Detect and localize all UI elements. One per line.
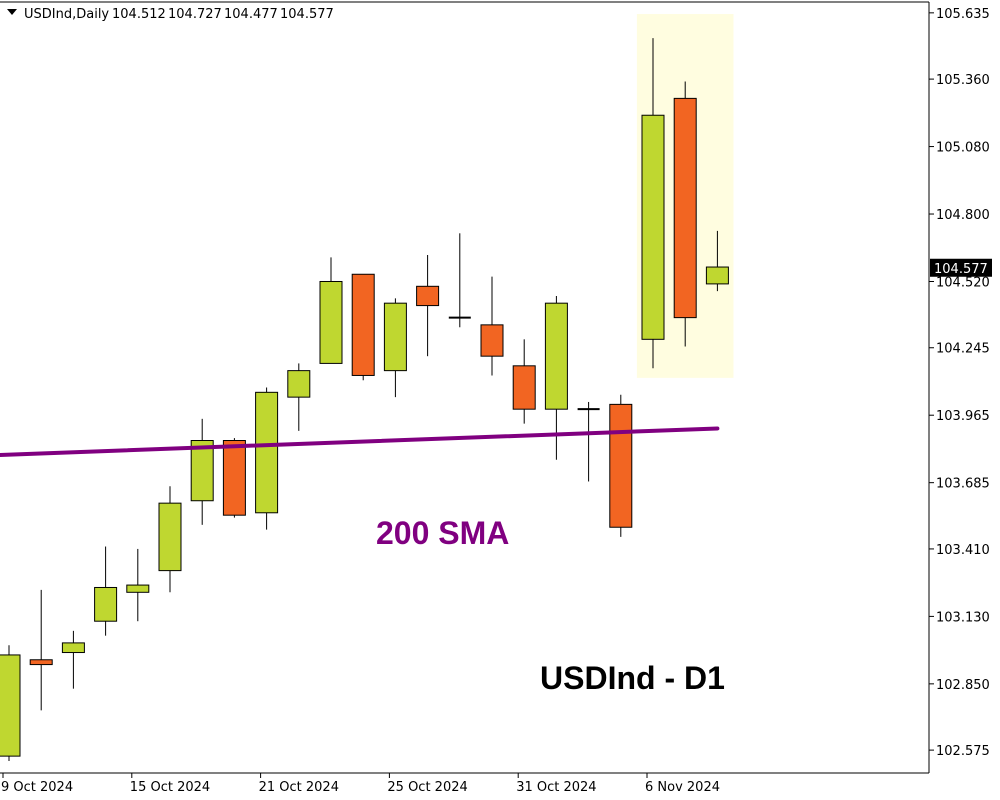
price-tick-label: 102.850 xyxy=(936,678,990,693)
candle-body xyxy=(61,642,85,654)
candle xyxy=(0,645,21,761)
current-price-tag: 104.577 xyxy=(930,258,992,277)
header-open: 104.512 xyxy=(112,7,166,22)
candle-layer xyxy=(0,38,729,761)
chart-title-annotation: USDInd - D1 xyxy=(540,660,725,696)
candle-body xyxy=(609,403,633,528)
candle xyxy=(641,38,665,369)
price-tick-label: 105.635 xyxy=(936,7,990,22)
price-tick-label: 103.685 xyxy=(936,477,990,492)
price-tick-label: 103.130 xyxy=(936,610,990,625)
candle xyxy=(448,233,471,328)
candle-body xyxy=(222,440,246,516)
price-tick-label: 103.410 xyxy=(936,543,990,558)
candle-body xyxy=(29,659,53,666)
header-high: 104.727 xyxy=(168,7,222,22)
candle xyxy=(416,254,440,357)
price-tick-label: 104.245 xyxy=(936,342,990,357)
candle xyxy=(577,401,600,482)
header-close: 104.577 xyxy=(280,7,334,22)
candle-body xyxy=(0,654,21,757)
candle-body xyxy=(544,302,568,410)
current-price-label: 104.577 xyxy=(934,262,988,277)
time-tick-label: 31 Oct 2024 xyxy=(516,780,596,795)
price-tick-label: 104.800 xyxy=(936,208,990,223)
candle xyxy=(29,589,53,711)
candle xyxy=(609,394,633,537)
candle xyxy=(158,486,182,593)
price-tick-label: 104.520 xyxy=(936,275,990,290)
candle-body xyxy=(641,114,665,340)
time-tick-label: 25 Oct 2024 xyxy=(387,780,467,795)
candle-body xyxy=(416,285,440,307)
time-tick-label: 9 Oct 2024 xyxy=(1,780,73,795)
time-axis: 9 Oct 2024 15 Oct 2024 21 Oct 2024 25 Oct 2… xyxy=(1,773,720,795)
candle-body xyxy=(255,391,279,514)
candle xyxy=(190,418,214,525)
time-tick-label: 21 Oct 2024 xyxy=(259,780,339,795)
candle xyxy=(222,438,246,518)
candle-body xyxy=(351,273,375,376)
candle xyxy=(512,339,536,424)
time-tick-label: 15 Oct 2024 xyxy=(130,780,210,795)
header-symbol: USDInd,Daily xyxy=(24,7,109,22)
sma-layer xyxy=(0,426,720,457)
candle xyxy=(351,273,375,381)
chart-header: USDInd,Daily 104.512 104.727 104.477 104… xyxy=(7,7,334,22)
candle-body xyxy=(705,266,729,285)
candle-body xyxy=(480,324,504,357)
candle xyxy=(94,546,118,636)
candle-body xyxy=(287,370,311,398)
candle xyxy=(287,363,311,431)
current-price-tag-bg xyxy=(930,258,992,277)
candle-body xyxy=(190,440,214,502)
candle-body xyxy=(512,365,536,410)
candle xyxy=(480,276,504,376)
chart-menu-triangle-icon[interactable] xyxy=(7,9,17,15)
candle xyxy=(61,630,85,689)
header-low: 104.477 xyxy=(224,7,278,22)
price-tick-label: 103.965 xyxy=(936,409,990,424)
sma-annotation: 200 SMA xyxy=(376,515,509,551)
candle xyxy=(126,548,150,622)
price-axis: 102.575 102.850 103.130 103.410 103.685 103.9… xyxy=(929,7,990,759)
time-tick-label: 6 Nov 2024 xyxy=(645,780,720,795)
candle xyxy=(255,387,279,530)
candle-body xyxy=(383,302,407,372)
candle xyxy=(705,230,729,292)
candle-body xyxy=(126,584,150,593)
candle xyxy=(673,81,697,347)
candle-body xyxy=(319,280,343,364)
candle-body xyxy=(158,502,182,572)
candle xyxy=(383,298,407,398)
price-tick-label: 105.080 xyxy=(936,141,990,156)
frame-layer xyxy=(0,1,930,774)
sma-200-line xyxy=(0,426,720,457)
price-tick-label: 102.575 xyxy=(936,744,990,759)
candle-body xyxy=(94,586,118,622)
candle-body xyxy=(673,97,697,319)
price-tick-label: 105.360 xyxy=(936,73,990,88)
candle xyxy=(319,257,343,364)
